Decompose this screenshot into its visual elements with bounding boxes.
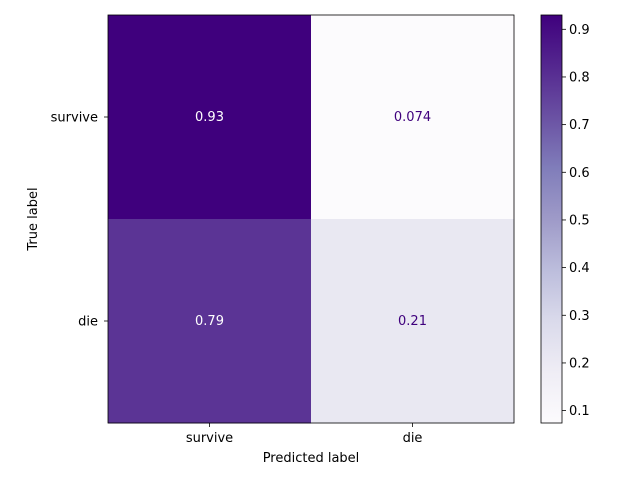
colorbar-tick-label: 0.8 xyxy=(569,70,590,85)
x-tick-label: survive xyxy=(186,431,233,446)
colorbar xyxy=(540,14,563,424)
plot-frame xyxy=(107,14,515,424)
heatmap-cell xyxy=(108,219,312,424)
colorbar-tick-label: 0.3 xyxy=(569,309,590,324)
colorbar-tick-label: 0.2 xyxy=(569,356,590,371)
colorbar-ticks: 0.1 0.2 0.3 0.4 0.5 0.6 0.7 0.8 0.9 xyxy=(562,23,590,419)
cell-value-label: 0.79 xyxy=(195,314,224,329)
y-axis-label: True label xyxy=(26,187,41,251)
y-tick-label: die xyxy=(78,315,98,330)
cell-value-label: 0.93 xyxy=(195,110,224,125)
heatmap-cells xyxy=(108,15,515,424)
y-tick-label: survive xyxy=(51,111,98,126)
colorbar-tick-label: 0.9 xyxy=(569,23,590,38)
colorbar-tick-label: 0.5 xyxy=(569,213,590,228)
y-axis-ticks: survive die xyxy=(51,111,108,330)
x-tick-label: die xyxy=(403,431,423,446)
cell-value-label: 0.074 xyxy=(394,110,431,125)
colorbar-tick-label: 0.4 xyxy=(569,261,590,276)
heatmap-cell xyxy=(311,219,515,424)
x-axis-ticks: survive die xyxy=(186,423,423,446)
x-axis-label: Predicted label xyxy=(263,451,360,466)
cell-value-label: 0.21 xyxy=(398,314,427,329)
cell-value-labels: 0.93 0.074 0.79 0.21 xyxy=(195,110,431,329)
colorbar-tick-label: 0.6 xyxy=(569,166,590,181)
heatmap-cell xyxy=(108,15,312,220)
heatmap-cell xyxy=(311,15,515,220)
colorbar-tick-label: 0.1 xyxy=(569,404,590,419)
colorbar-tick-label: 0.7 xyxy=(569,118,590,133)
